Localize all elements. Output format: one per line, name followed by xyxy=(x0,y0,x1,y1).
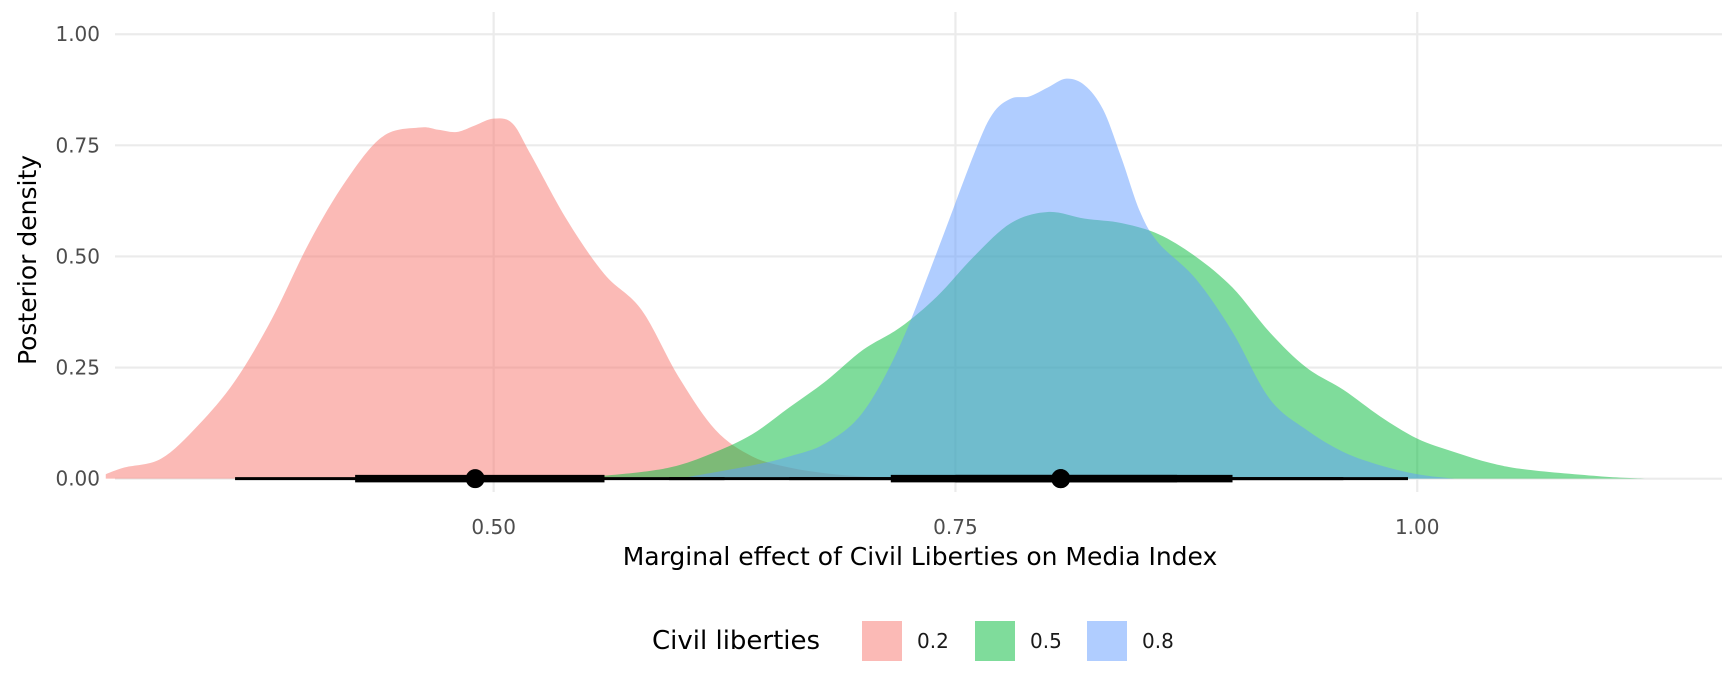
legend-key-0-2 xyxy=(862,621,902,661)
y-tick-label: 0.25 xyxy=(55,356,100,380)
x-tick-label: 0.75 xyxy=(933,515,978,539)
legend-key-0-5 xyxy=(975,621,1015,661)
legend-label-0-8: 0.8 xyxy=(1142,629,1174,653)
y-tick-label: 0.50 xyxy=(55,244,100,268)
density-area-0-8 xyxy=(678,78,1455,479)
x-tick-label: 0.50 xyxy=(471,515,516,539)
x-axis-ticks: 0.50 0.75 1.00 xyxy=(471,515,1439,539)
legend-label-0-5: 0.5 xyxy=(1030,629,1062,653)
density-areas xyxy=(105,78,1649,479)
legend-key-0-8 xyxy=(1087,621,1127,661)
y-axis-ticks: 0.00 0.25 0.50 0.75 1.00 xyxy=(55,22,100,490)
x-tick-label: 1.00 xyxy=(1395,515,1440,539)
y-axis-title: Posterior density xyxy=(13,155,42,365)
y-tick-label: 1.00 xyxy=(55,22,100,46)
y-tick-label: 0.00 xyxy=(55,467,100,491)
x-axis-title: Marginal effect of Civil Liberties on Me… xyxy=(623,542,1218,571)
legend-title: Civil liberties xyxy=(652,626,820,656)
y-tick-label: 0.75 xyxy=(55,133,100,157)
density-area-0-2 xyxy=(105,118,956,479)
legend-items: 0.2 0.5 0.8 xyxy=(862,621,1174,661)
legend-label-0-2: 0.2 xyxy=(917,629,949,653)
interval-point-0-8 xyxy=(1051,469,1071,489)
legend: Civil liberties 0.2 0.5 0.8 xyxy=(652,621,1174,661)
point-intervals xyxy=(235,469,1408,489)
interval-point-0-2 xyxy=(465,469,485,489)
